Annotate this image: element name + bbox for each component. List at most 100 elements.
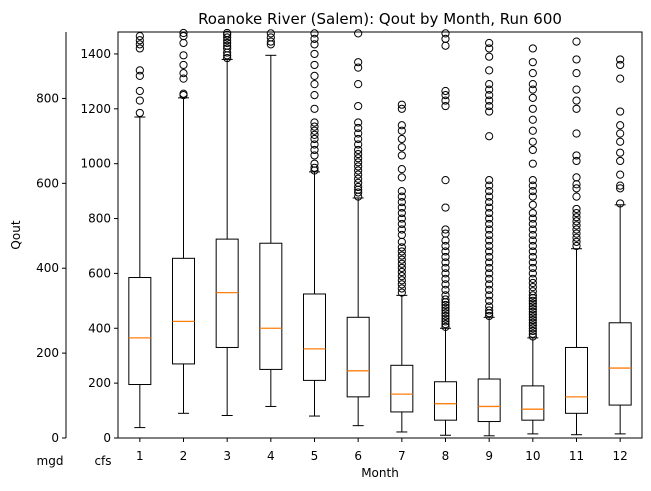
outlier-point (572, 208, 581, 218)
box-iqr (390, 364, 414, 413)
outlier-point (572, 229, 581, 238)
box-month-4 (259, 29, 283, 407)
outlier-point (485, 80, 494, 89)
x-tick-label: 1 (136, 449, 144, 463)
outlier-point (310, 80, 319, 89)
outlier-point (310, 122, 319, 131)
outlier-point (397, 259, 406, 268)
outlier-point (528, 58, 537, 67)
outlier-point (485, 311, 494, 321)
outlier-point (397, 134, 406, 144)
mgd-tick-label: 0 (51, 431, 59, 445)
cfs-unit-label: cfs (94, 454, 111, 468)
x-axis: 1 2 3 4 5 6 7 8 9 10 11 12 (136, 438, 628, 463)
outlier-point (485, 38, 494, 48)
outlier-point (441, 300, 450, 310)
outlier-point (485, 44, 494, 53)
outlier-point (572, 129, 581, 138)
outlier-point (223, 41, 232, 50)
outlier-point (441, 280, 450, 289)
outlier-point (354, 158, 363, 167)
outlier-point (441, 311, 450, 321)
outlier-point (485, 66, 494, 75)
outlier-point (441, 303, 450, 312)
outlier-point (528, 324, 537, 333)
x-tick-label: 10 (525, 449, 540, 463)
outlier-point (485, 280, 494, 289)
x-tick-label: 11 (569, 449, 584, 463)
outlier-point (441, 291, 450, 300)
outlier-point (485, 214, 494, 223)
outlier-point (441, 269, 450, 278)
outlier-point (223, 33, 232, 42)
outlier-point (485, 241, 494, 251)
outlier-point (441, 29, 450, 38)
outlier-point (528, 313, 537, 322)
outlier-point (528, 225, 537, 234)
x-tick-label: 8 (442, 449, 450, 463)
outlier-point (616, 181, 625, 190)
cfs-tick-label: 0 (103, 431, 111, 445)
outlier-point (397, 247, 406, 256)
box-iqr (346, 316, 370, 398)
outlier-point (354, 140, 363, 149)
outlier-point (528, 302, 537, 311)
outlier-point (528, 93, 537, 102)
outlier-point (310, 134, 319, 144)
outlier-point (397, 192, 406, 201)
outlier-point (397, 126, 406, 135)
outlier-point (528, 332, 537, 341)
outlier-point (310, 151, 319, 160)
outlier-point (485, 291, 494, 300)
outlier-point (354, 101, 363, 111)
x-tick-label: 9 (485, 449, 493, 463)
x-tick-label: 6 (354, 449, 362, 463)
outlier-point (572, 96, 581, 105)
box-iqr (303, 293, 326, 381)
outlier-point (354, 118, 363, 127)
outlier-point (572, 213, 581, 222)
outlier-point (397, 143, 406, 152)
outlier-point (179, 69, 188, 78)
outlier-point (485, 236, 494, 245)
outlier-point (572, 37, 581, 46)
outlier-point (528, 278, 537, 288)
outlier-point (572, 173, 581, 182)
outlier-point (485, 247, 494, 256)
outlier-point (441, 322, 450, 331)
cfs-tick-label: 1400 (80, 47, 111, 61)
outlier-point (528, 69, 537, 78)
outlier-point (310, 90, 319, 100)
outlier-point (616, 170, 625, 179)
outlier-point (441, 241, 450, 251)
outlier-point (528, 304, 537, 314)
outlier-point (179, 89, 188, 98)
y-axis-label: Qout (9, 220, 23, 249)
outlier-point (397, 288, 406, 297)
outlier-point (572, 233, 581, 242)
box-month-2 (172, 28, 195, 414)
outlier-point (441, 295, 450, 304)
outlier-point (572, 192, 581, 201)
outlier-point (441, 252, 450, 262)
outlier-point (354, 154, 363, 163)
outlier-point (354, 63, 363, 72)
outlier-point (441, 258, 450, 267)
outlier-point (397, 230, 406, 240)
outlier-point (528, 299, 537, 308)
outlier-point (528, 219, 537, 229)
outlier-point (397, 267, 406, 277)
box-plot-series (128, 28, 632, 437)
outlier-point (310, 118, 319, 127)
outlier-point (397, 280, 406, 289)
outlier-point (179, 74, 188, 83)
outlier-point (528, 192, 537, 201)
outlier-point (528, 137, 537, 146)
outlier-point (310, 40, 319, 49)
outlier-point (528, 200, 537, 209)
outlier-point (485, 219, 494, 229)
outlier-point (441, 203, 450, 212)
outlier-point (354, 188, 363, 197)
outlier-point (485, 96, 494, 105)
